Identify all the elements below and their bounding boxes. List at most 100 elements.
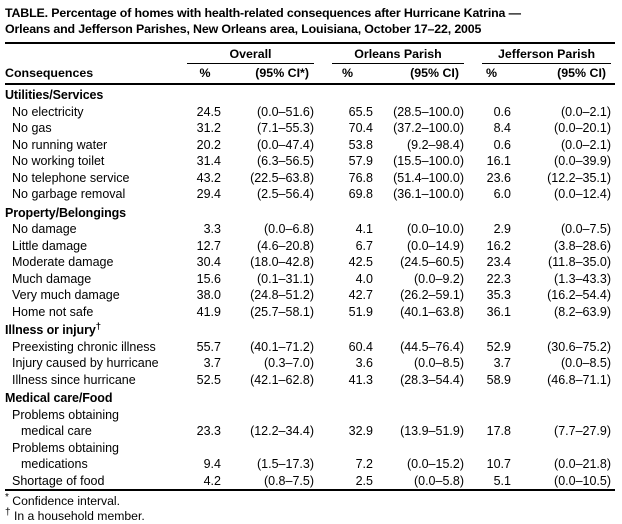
cell-orleans-pct: 69.8 bbox=[348, 187, 373, 202]
cell-jefferson-ci: (11.8–35.0) bbox=[548, 255, 612, 270]
row-label: No garbage removal bbox=[12, 187, 126, 202]
cell-orleans-ci: (28.3–54.4) bbox=[400, 372, 464, 387]
cell-jefferson-ci: (16.2–54.4) bbox=[547, 288, 612, 303]
cell-jefferson-pct: 0.6 bbox=[493, 104, 511, 119]
table-body: Utilities/Services No electricity 24.5 (0.0… bbox=[5, 84, 615, 490]
data-row: Preexisting chronic illness 55.7 (40.1–71.… bbox=[5, 339, 615, 356]
cell-orleans-pct: 32.9 bbox=[348, 424, 373, 439]
cell-overall-ci: (4.6–20.8) bbox=[257, 238, 314, 253]
cell-orleans-pct: 42.5 bbox=[348, 255, 373, 270]
data-row: Moderate damage 30.4 (18.0–42.8) 42.5 (24.5–… bbox=[5, 254, 615, 271]
cell-overall-pct: 3.3 bbox=[203, 222, 221, 237]
section-label-dagger: † bbox=[95, 321, 101, 333]
data-row: Illness since hurricane 52.5 (42.1–62.8) 41… bbox=[5, 372, 615, 389]
cell-jefferson-pct: 16.1 bbox=[486, 154, 511, 169]
column-header-jefferson-pct: % bbox=[468, 64, 515, 86]
row-label: No telephone service bbox=[12, 170, 130, 185]
cell-orleans-ci: (40.1–63.8) bbox=[400, 304, 464, 319]
column-header-orleans-pct: % bbox=[318, 64, 377, 86]
footnote-text: Confidence interval. bbox=[12, 494, 121, 509]
cell-orleans-ci: (24.5–60.5) bbox=[400, 255, 464, 270]
cell-overall-ci: (0.8–7.5) bbox=[263, 473, 314, 488]
row-label: Illness since hurricane bbox=[12, 372, 136, 387]
cell-jefferson-pct: 6.0 bbox=[493, 187, 511, 202]
cell-overall-ci: (7.1–55.3) bbox=[257, 121, 314, 136]
row-label: Preexisting chronic illness bbox=[12, 339, 156, 354]
data-row: No working toilet 31.4 (6.3–56.5) 57.9 (15.5… bbox=[5, 153, 615, 170]
cell-orleans-ci: (51.4–100.0) bbox=[393, 170, 464, 185]
group-label-jefferson: Jefferson Parish bbox=[482, 47, 612, 65]
cell-overall-pct: 20.2 bbox=[196, 137, 221, 152]
cell-orleans-pct: 42.7 bbox=[348, 288, 373, 303]
footnote-household-member: † In a household member. bbox=[5, 506, 615, 524]
cell-orleans-ci: (0.0–10.0) bbox=[407, 222, 464, 237]
footnote-marker-asterisk: * bbox=[5, 492, 9, 504]
cell-overall-ci: (18.0–42.8) bbox=[250, 255, 314, 270]
row-label: Shortage of food bbox=[12, 473, 105, 488]
cell-overall-ci: (24.8–51.2) bbox=[250, 288, 314, 303]
data-row: No garbage removal 29.4 (2.5–56.4) 69.8 (36.… bbox=[5, 186, 615, 203]
row-label: Little damage bbox=[12, 238, 88, 253]
cell-orleans-pct: 4.0 bbox=[355, 271, 373, 286]
cell-orleans-pct: 57.9 bbox=[348, 154, 373, 169]
group-header-overall: Overall bbox=[185, 43, 318, 65]
cell-overall-pct: 29.4 bbox=[196, 187, 221, 202]
column-header-consequences: Consequences bbox=[5, 64, 185, 86]
cell-orleans-pct: 53.8 bbox=[348, 137, 373, 152]
data-row: Little damage 12.7 (4.6–20.8) 6.7 (0.0–14.9)… bbox=[5, 238, 615, 255]
data-row: Home not safe 41.9 (25.7–58.1) 51.9 (40.1–63… bbox=[5, 304, 615, 321]
cell-jefferson-ci: (1.3–43.3) bbox=[554, 271, 612, 286]
cell-jefferson-pct: 23.6 bbox=[486, 170, 511, 185]
cell-jefferson-ci: (0.0–21.8) bbox=[554, 457, 612, 472]
group-label-orleans: Orleans Parish bbox=[332, 47, 464, 65]
footnote-marker-dagger: † bbox=[5, 506, 11, 518]
cell-orleans-ci: (36.1–100.0) bbox=[393, 187, 464, 202]
cell-overall-ci: (6.3–56.5) bbox=[257, 154, 314, 169]
row-label: No working toilet bbox=[12, 154, 105, 169]
cell-jefferson-ci: (0.0–20.1) bbox=[554, 121, 612, 136]
cell-jefferson-ci: (0.0–7.5) bbox=[560, 222, 612, 237]
column-header-jefferson-ci: (95% CI) bbox=[515, 64, 616, 86]
cell-orleans-pct: 76.8 bbox=[348, 170, 373, 185]
cell-overall-pct: 9.4 bbox=[203, 457, 221, 472]
cell-jefferson-ci: (0.0–12.4) bbox=[554, 187, 612, 202]
row-label: No running water bbox=[12, 137, 108, 152]
cell-orleans-pct: 60.4 bbox=[348, 339, 373, 354]
cell-jefferson-pct: 36.1 bbox=[486, 304, 511, 319]
cell-overall-pct: 55.7 bbox=[196, 339, 221, 354]
row-label: Very much damage bbox=[12, 288, 120, 303]
cell-overall-ci: (0.0–51.6) bbox=[257, 104, 314, 119]
cell-overall-pct: 38.0 bbox=[196, 288, 221, 303]
column-header-overall-pct: % bbox=[185, 64, 225, 86]
cell-orleans-ci: (15.5–100.0) bbox=[393, 154, 464, 169]
cell-jefferson-ci: (8.2–63.9) bbox=[554, 304, 612, 319]
cell-overall-ci: (40.1–71.2) bbox=[250, 339, 314, 354]
cell-orleans-ci: (26.2–59.1) bbox=[400, 288, 464, 303]
cell-overall-ci: (0.1–31.1) bbox=[257, 271, 314, 286]
cell-jefferson-ci: (3.8–28.6) bbox=[554, 238, 612, 253]
cell-orleans-ci: (0.0–15.2) bbox=[407, 457, 464, 472]
group-header-orleans: Orleans Parish bbox=[318, 43, 468, 65]
cell-overall-pct: 3.7 bbox=[203, 356, 221, 371]
footnote-text: In a household member. bbox=[13, 508, 145, 523]
cell-overall-ci: (25.7–58.1) bbox=[250, 304, 314, 319]
cell-overall-pct: 41.9 bbox=[196, 304, 221, 319]
group-header-row: Overall Orleans Parish Jefferson Parish bbox=[5, 43, 615, 65]
cell-overall-ci: (1.5–17.3) bbox=[257, 457, 314, 472]
cell-orleans-ci: (0.0–8.5) bbox=[413, 356, 464, 371]
cell-orleans-ci: (0.0–9.2) bbox=[413, 271, 464, 286]
data-row: Problems obtaining medications 9.4 (1.5–17.… bbox=[5, 440, 615, 473]
table-title: TABLE. Percentage of homes with health-r… bbox=[5, 6, 615, 37]
data-row: Injury caused by hurricane 3.7 (0.3–7.0) 3.… bbox=[5, 355, 615, 372]
data-row: Much damage 15.6 (0.1–31.1) 4.0 (0.0–9.2) 22.… bbox=[5, 271, 615, 288]
cell-jefferson-ci: (0.0–39.9) bbox=[554, 154, 612, 169]
cell-orleans-pct: 3.6 bbox=[355, 356, 373, 371]
cell-jefferson-pct: 22.3 bbox=[486, 271, 511, 286]
table-title-line1: TABLE. Percentage of homes with health-r… bbox=[5, 6, 521, 20]
cell-overall-pct: 24.5 bbox=[196, 104, 221, 119]
section-header-row: Medical care/Food bbox=[5, 388, 615, 407]
cell-orleans-pct: 4.1 bbox=[355, 222, 373, 237]
data-row: No electricity 24.5 (0.0–51.6) 65.5 (28.5–10… bbox=[5, 104, 615, 121]
cell-jefferson-pct: 58.9 bbox=[486, 372, 511, 387]
cell-orleans-pct: 70.4 bbox=[348, 121, 373, 136]
